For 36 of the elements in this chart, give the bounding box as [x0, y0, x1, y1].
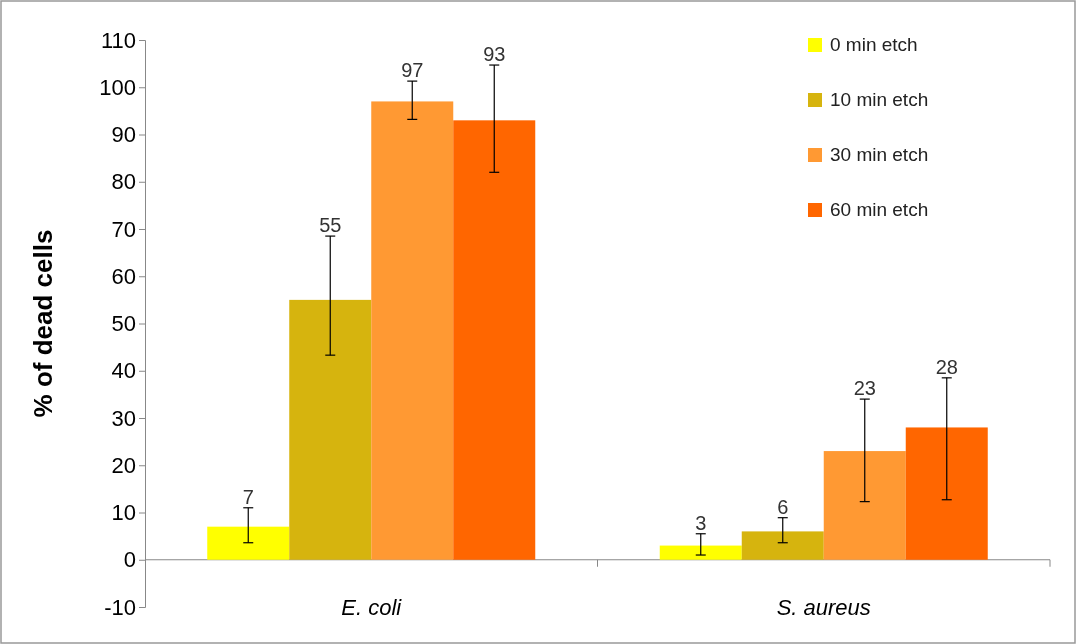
data-label: 28 [935, 355, 958, 378]
bar [453, 120, 536, 560]
data-label: 97 [401, 59, 424, 82]
bar [905, 427, 988, 560]
y-tick-label: 110 [100, 27, 136, 53]
legend-label: 60 min etch [830, 199, 929, 220]
bar [371, 101, 454, 560]
y-tick-label: 90 [111, 122, 136, 148]
bar [207, 526, 290, 560]
y-tick-label: 50 [111, 311, 136, 337]
data-label: 55 [319, 214, 342, 237]
data-label: 7 [242, 485, 254, 508]
bar [659, 545, 742, 560]
legend-label: 30 min etch [830, 144, 929, 165]
data-label: 93 [483, 43, 506, 66]
data-label: 23 [853, 377, 876, 400]
bar [289, 299, 372, 560]
y-tick-label: 60 [111, 263, 136, 289]
bar [741, 531, 824, 560]
y-tick-label: 40 [111, 358, 136, 384]
y-tick-label: -10 [104, 594, 136, 620]
legend-label: 0 min etch [830, 34, 918, 55]
data-label: 6 [777, 495, 789, 518]
y-tick-label: 10 [111, 500, 136, 526]
y-tick-label: 0 [123, 547, 136, 573]
legend-label: 10 min etch [830, 89, 929, 110]
y-axis-title: % of dead cells [28, 229, 58, 418]
y-tick-label: 100 [99, 74, 136, 100]
x-tick-label: S. aureus [776, 595, 871, 620]
y-tick-label: 70 [111, 216, 136, 242]
x-tick-label: E. coli [341, 595, 403, 620]
y-tick-label: 30 [111, 405, 136, 431]
y-tick-label: 80 [111, 169, 136, 195]
y-tick-label: 20 [111, 452, 136, 478]
data-label: 3 [695, 511, 707, 534]
bar [823, 451, 906, 560]
